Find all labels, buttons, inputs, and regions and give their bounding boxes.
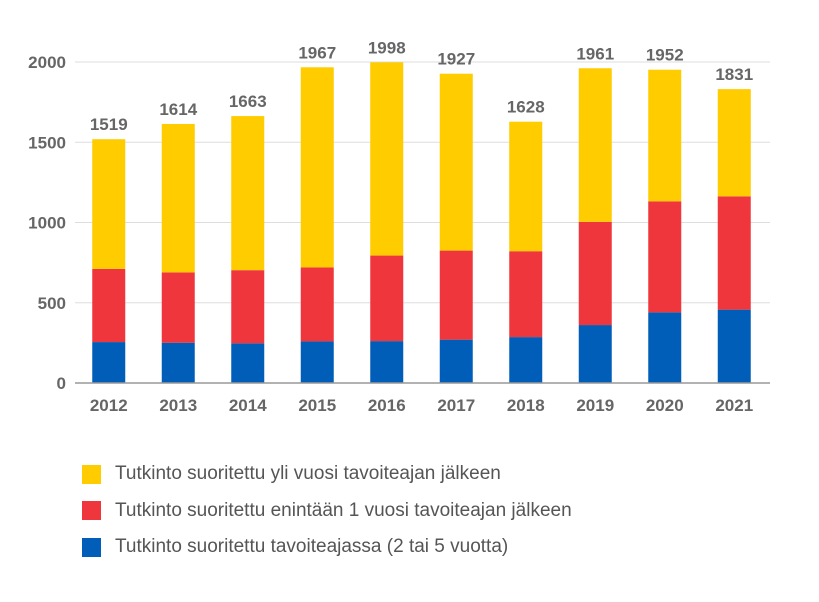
- y-tick-label: 1000: [28, 214, 66, 233]
- x-tick-label: 2014: [229, 396, 267, 415]
- bar-segment: [161, 123, 195, 273]
- legend-label: Tutkinto suoritettu yli vuosi tavoiteaja…: [115, 463, 501, 485]
- legend: Tutkinto suoritettu yli vuosi tavoiteaja…: [82, 456, 572, 566]
- legend-item: Tutkinto suoritettu yli vuosi tavoiteaja…: [82, 456, 572, 493]
- bar-segment: [578, 221, 612, 326]
- bar-segment: [648, 201, 682, 313]
- legend-item: Tutkinto suoritettu tavoiteajassa (2 tai…: [82, 529, 572, 566]
- total-label: 1831: [715, 65, 753, 84]
- total-label: 1519: [90, 115, 128, 134]
- bar-segment: [231, 116, 265, 271]
- bar-segment: [439, 339, 473, 383]
- bar-segment: [161, 342, 195, 383]
- bar-segment: [370, 255, 404, 342]
- y-tick-label: 1500: [28, 133, 66, 152]
- x-tick-label: 2020: [646, 396, 684, 415]
- total-label: 1967: [298, 43, 336, 62]
- legend-swatch: [82, 501, 101, 521]
- bar-segment: [439, 250, 473, 340]
- bar-segment: [648, 69, 682, 202]
- x-tick-label: 2019: [576, 396, 614, 415]
- bar-segment: [717, 89, 751, 197]
- bar-segment: [92, 139, 126, 269]
- bar-segment: [439, 73, 473, 251]
- legend-swatch: [82, 464, 101, 484]
- bar-segment: [578, 68, 612, 222]
- total-label: 1961: [576, 44, 614, 63]
- x-tick-label: 2018: [507, 396, 545, 415]
- x-tick-label: 2016: [368, 396, 406, 415]
- bar-segment: [161, 272, 195, 343]
- bar-segment: [717, 196, 751, 310]
- total-label: 1614: [159, 100, 197, 119]
- y-tick-label: 0: [57, 374, 66, 393]
- bar-segment: [370, 62, 404, 256]
- bar-segment: [370, 341, 404, 383]
- y-tick-label: 500: [38, 294, 66, 313]
- y-tick-label: 2000: [28, 53, 66, 72]
- legend-label: Tutkinto suoritettu enintään 1 vuosi tav…: [115, 499, 572, 521]
- x-tick-label: 2013: [159, 396, 197, 415]
- bar-segment: [300, 267, 334, 342]
- bar-segment: [509, 121, 543, 252]
- x-tick-label: 2012: [90, 396, 128, 415]
- legend-label: Tutkinto suoritettu tavoiteajassa (2 tai…: [115, 536, 509, 558]
- bar-segment: [648, 312, 682, 383]
- legend-item: Tutkinto suoritettu enintään 1 vuosi tav…: [82, 493, 572, 530]
- bar-segment: [92, 342, 126, 383]
- total-label: 1952: [646, 46, 684, 65]
- bar-segment: [92, 268, 126, 343]
- bar-segment: [717, 309, 751, 383]
- bar-segment: [231, 343, 265, 383]
- total-label: 1628: [507, 98, 545, 117]
- total-label: 1998: [368, 38, 406, 57]
- bar-segment: [300, 67, 334, 268]
- bar-segment: [578, 325, 612, 383]
- bar-segment: [300, 341, 334, 383]
- legend-swatch: [82, 537, 101, 557]
- total-label: 1927: [437, 50, 475, 69]
- x-tick-label: 2021: [715, 396, 753, 415]
- bar-segment: [231, 270, 265, 344]
- total-label: 1663: [229, 92, 267, 111]
- bar-segment: [509, 251, 543, 338]
- x-tick-label: 2015: [298, 396, 336, 415]
- bar-segment: [509, 337, 543, 383]
- x-tick-label: 2017: [437, 396, 475, 415]
